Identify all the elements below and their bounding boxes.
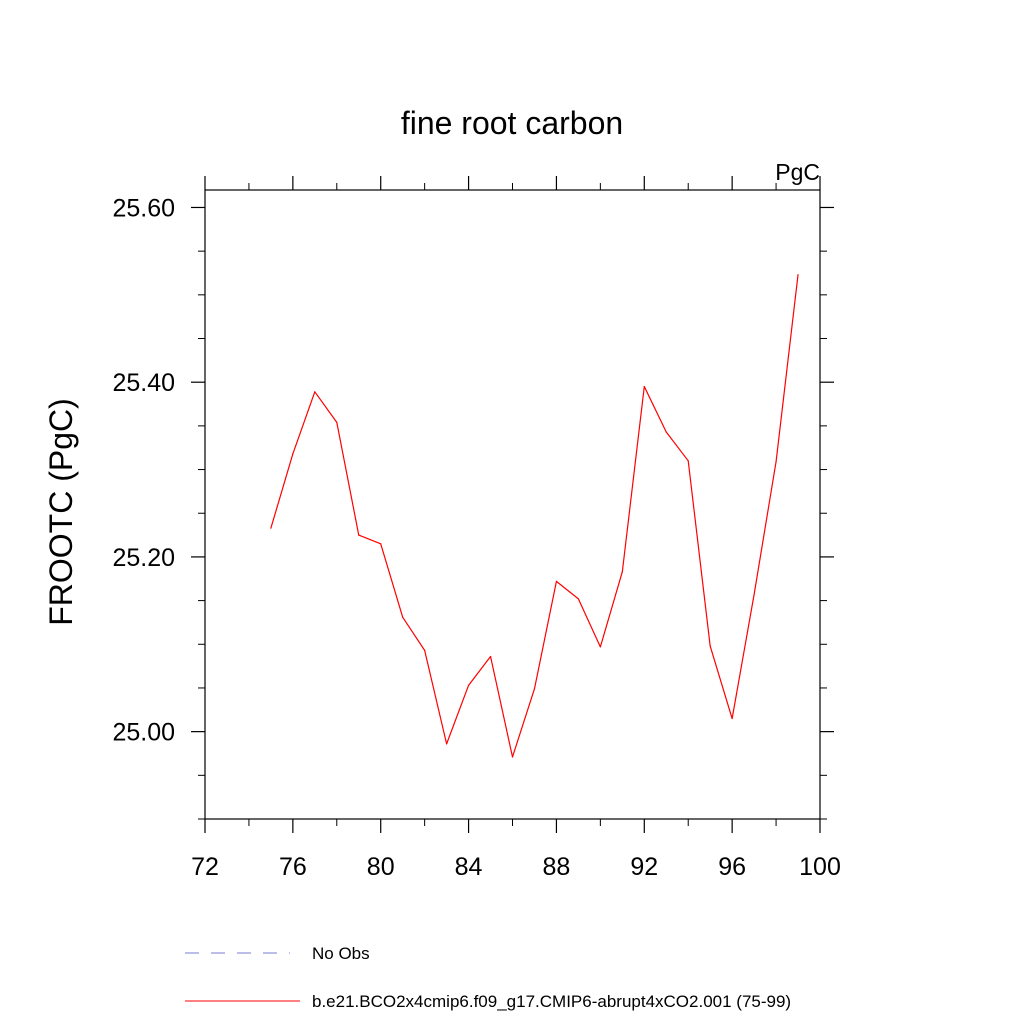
series-line bbox=[270, 274, 799, 758]
data-point bbox=[621, 571, 623, 573]
legend-no-obs-label: No Obs bbox=[312, 944, 370, 963]
plot-frame bbox=[204, 189, 821, 820]
axis-tick-labels: 72 76 80 84 88 92 96 100 25.00 25.20 25.40 25.60 bbox=[112, 194, 840, 881]
data-point bbox=[511, 756, 514, 758]
data-point bbox=[687, 460, 689, 462]
data-point bbox=[665, 431, 667, 433]
x-tick-label: 76 bbox=[279, 853, 307, 881]
data-point bbox=[380, 543, 382, 545]
data-point bbox=[336, 421, 338, 423]
chart-title: fine root carbon bbox=[401, 105, 623, 141]
axis-ticks bbox=[191, 176, 834, 833]
data-point bbox=[797, 274, 799, 276]
data-point bbox=[314, 391, 316, 393]
data-point bbox=[555, 580, 558, 582]
x-tick-label: 100 bbox=[799, 853, 841, 881]
y-tick-label: 25.20 bbox=[112, 544, 175, 572]
y-tick-label: 25.00 bbox=[112, 719, 175, 747]
data-point bbox=[709, 645, 711, 647]
data-point bbox=[270, 527, 272, 529]
data-point bbox=[402, 616, 404, 618]
data-point bbox=[292, 453, 294, 455]
data-point bbox=[358, 534, 360, 536]
y-axis-label: FROOTC (PgC) bbox=[43, 398, 79, 626]
data-point bbox=[599, 646, 601, 648]
x-tick-label: 92 bbox=[630, 853, 658, 881]
data-point bbox=[424, 649, 426, 651]
data-point bbox=[533, 688, 536, 690]
data-series bbox=[270, 274, 799, 758]
data-point bbox=[446, 743, 448, 745]
units-label: PgC bbox=[775, 159, 820, 185]
data-point bbox=[775, 461, 777, 463]
legend: No Obs b.e21.BCO2x4cmip6.f09_g17.CMIP6-a… bbox=[185, 944, 791, 1011]
y-tick-label: 25.60 bbox=[112, 194, 175, 222]
legend-model-label: b.e21.BCO2x4cmip6.f09_g17.CMIP6-abrupt4x… bbox=[312, 992, 791, 1011]
y-tick-label: 25.40 bbox=[112, 369, 175, 397]
data-point bbox=[753, 593, 755, 596]
x-tick-label: 80 bbox=[367, 853, 395, 881]
x-tick-label: 72 bbox=[191, 853, 219, 881]
data-point bbox=[489, 655, 492, 658]
data-point bbox=[467, 684, 470, 686]
data-point bbox=[577, 598, 579, 600]
x-tick-label: 84 bbox=[455, 853, 483, 881]
x-tick-label: 88 bbox=[543, 853, 571, 881]
x-tick-label: 96 bbox=[718, 853, 746, 881]
data-point bbox=[643, 385, 645, 388]
data-point bbox=[731, 717, 733, 720]
